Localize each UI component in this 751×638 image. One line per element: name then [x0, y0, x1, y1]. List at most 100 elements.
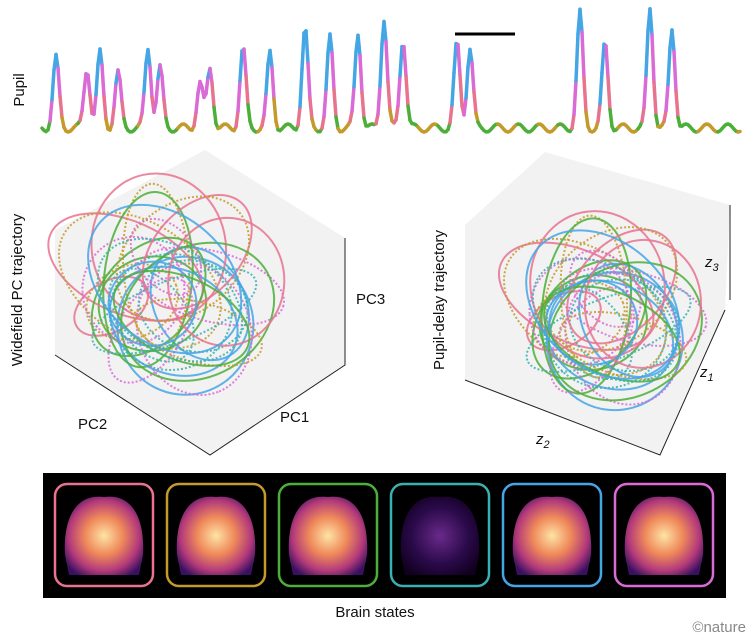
- trace-segment: [262, 91, 268, 118]
- trace-segment: [298, 67, 304, 109]
- brain-panels: [53, 482, 715, 588]
- axis-base: z: [535, 431, 544, 448]
- widefield-label: Widefield PC trajectory: [9, 213, 26, 366]
- trajectory-loop: [87, 203, 243, 355]
- trace-segment: [308, 97, 314, 121]
- trace-segment: [448, 103, 454, 125]
- axis-label: z2: [535, 431, 550, 451]
- trace-segment: [470, 61, 476, 94]
- trace-segment: [356, 33, 362, 58]
- trace-segment: [236, 78, 242, 113]
- trace-segment: [100, 63, 106, 99]
- trace-segment: [578, 7, 584, 34]
- trace-segment: [332, 87, 338, 119]
- trajectory-loop: [503, 237, 667, 377]
- trace-segment: [570, 112, 576, 131]
- axis-label: z3: [704, 254, 720, 274]
- trace-segment: [674, 89, 680, 120]
- trace-segment: [56, 66, 62, 98]
- trace-segment: [212, 105, 218, 126]
- axis-label: z1: [699, 364, 714, 384]
- trace-segment: [58, 94, 64, 120]
- state-frame: [501, 482, 603, 588]
- brain-states-label: Brain states: [335, 604, 414, 621]
- trace-segment: [608, 107, 614, 129]
- trajectory-loop: [525, 285, 692, 373]
- trace-segment: [670, 28, 676, 54]
- trajectory-loop: [548, 279, 639, 366]
- trace-segment: [350, 84, 356, 114]
- trace-segment: [662, 108, 668, 124]
- axis-label: PC3: [356, 291, 385, 308]
- trajectory-loop: [115, 195, 251, 322]
- trace-segment: [402, 44, 408, 78]
- trajectory-loop: [134, 297, 263, 368]
- axis-label: PC1: [280, 409, 309, 426]
- trace-segment: [82, 71, 88, 94]
- trace-segment: [650, 33, 656, 85]
- trace-segment: [642, 73, 648, 110]
- trajectory-loop: [583, 238, 702, 369]
- trace-segment: [208, 66, 214, 85]
- trace-segment: [396, 73, 402, 108]
- trajectory-loop: [141, 193, 253, 310]
- trace-segment: [112, 81, 118, 109]
- pupil-delay-box: [464, 152, 731, 456]
- trace-segment: [606, 75, 612, 112]
- trace-segment: [672, 49, 678, 93]
- pupil-delay-trajectory: [497, 210, 708, 412]
- state-frame: [277, 482, 379, 588]
- trajectory-loop: [543, 226, 679, 353]
- trajectory-loop: [531, 257, 679, 383]
- trace-segment: [386, 80, 392, 113]
- trajectory-loop: [568, 278, 680, 372]
- trace-segment: [48, 97, 54, 123]
- trace-segment: [160, 74, 166, 102]
- trace-segment: [376, 84, 382, 117]
- trace-segment: [394, 103, 400, 122]
- trace-segment: [142, 61, 148, 95]
- trace-segment: [98, 47, 104, 67]
- trajectory-loop: [540, 217, 633, 395]
- trace-segment: [584, 110, 590, 129]
- trace-segment: [360, 91, 366, 120]
- trace-segment: [86, 73, 92, 97]
- state-frame: [53, 482, 155, 588]
- trace-segment: [120, 100, 126, 121]
- trace-segment: [296, 104, 302, 128]
- axis-sub: 3: [713, 262, 720, 274]
- brain-map: [176, 496, 256, 575]
- trace-segment: [472, 90, 478, 115]
- trajectory-loop: [558, 311, 688, 381]
- trace-segment: [192, 110, 198, 128]
- trace-segment: [450, 71, 456, 107]
- trajectory-loop: [137, 259, 249, 353]
- trace-segment: [246, 102, 252, 123]
- trace-segment: [404, 74, 410, 108]
- trace-segment: [358, 53, 364, 95]
- trajectory-loop: [543, 285, 681, 383]
- trace-segment: [264, 62, 270, 96]
- axis-sub: 1: [708, 372, 714, 384]
- trace-segment: [736, 129, 742, 134]
- trajectory-loop: [129, 217, 203, 296]
- trace-segment: [458, 73, 464, 108]
- trace-segment: [102, 94, 108, 122]
- state-frame: [613, 482, 715, 588]
- trace-segment: [306, 61, 312, 102]
- trace-segment: [388, 108, 394, 123]
- axis-sub: 2: [543, 439, 550, 451]
- trace-segment: [272, 97, 278, 124]
- trace-segment: [92, 92, 98, 116]
- trace-segment: [452, 41, 458, 75]
- trace-segment: [80, 90, 86, 113]
- trace-segment: [146, 47, 152, 69]
- credit: ©nature: [692, 619, 746, 636]
- trace-segment: [328, 32, 334, 55]
- trajectory-loop: [566, 228, 678, 345]
- trace-segment: [664, 82, 670, 113]
- trace-segment: [384, 39, 390, 84]
- trace-segment: [640, 106, 646, 124]
